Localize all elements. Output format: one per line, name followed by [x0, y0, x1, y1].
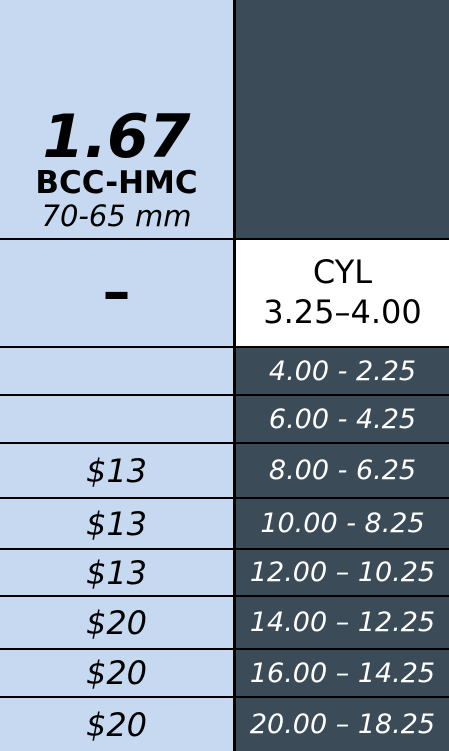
table-row-price: $20 — [0, 597, 236, 650]
table-row-range: 8.00 - 6.25 — [236, 444, 449, 499]
cyl-range: 3.25–4.00 — [263, 293, 422, 331]
lens-coating: BCC-HMC — [35, 165, 198, 201]
table-row-price: $20 — [0, 650, 236, 698]
table-row-range: 16.00 – 14.25 — [236, 650, 449, 698]
header-dark-cell — [236, 0, 449, 240]
lens-index: 1.67 — [42, 102, 191, 172]
sph-range: 14.00 – 12.25 — [249, 607, 436, 638]
lens-diameter: 70-65 mm — [41, 199, 192, 233]
table-row-price: $13 — [0, 499, 236, 550]
price-value: $20 — [85, 654, 148, 692]
price-value: $20 — [85, 705, 148, 744]
cyl-label: CYL — [312, 253, 373, 291]
table-row-range: 20.00 – 18.25 — [236, 698, 449, 751]
price-value: $20 — [85, 603, 148, 642]
table-row-range: 14.00 – 12.25 — [236, 597, 449, 650]
lens-header: 1.67 BCC-HMC 70-65 mm — [0, 0, 236, 240]
table-row-price: $20 — [0, 698, 236, 751]
minus-sign: – — [102, 260, 131, 325]
sph-range: 8.00 - 6.25 — [268, 455, 417, 486]
table-row-price — [0, 348, 236, 396]
price-value: $13 — [85, 451, 148, 490]
sph-range: 6.00 - 4.25 — [268, 403, 417, 435]
table-row-range: 6.00 - 4.25 — [236, 396, 449, 444]
sph-range: 4.00 - 2.25 — [268, 355, 417, 387]
table-row-price: $13 — [0, 550, 236, 597]
table-row-price: $13 — [0, 444, 236, 499]
sph-sign-cell: – — [0, 240, 236, 348]
table-row-range: 4.00 - 2.25 — [236, 348, 449, 396]
table-row-range: 10.00 - 8.25 — [236, 499, 449, 550]
table-row-price — [0, 396, 236, 444]
cyl-header-cell: CYL 3.25–4.00 — [236, 240, 449, 348]
sph-range: 10.00 - 8.25 — [260, 508, 425, 539]
sph-range: 12.00 – 10.25 — [249, 557, 436, 588]
table-row-range: 12.00 – 10.25 — [236, 550, 449, 597]
sph-range: 16.00 – 14.25 — [249, 657, 436, 689]
price-value: $13 — [85, 504, 148, 543]
sph-range: 20.00 – 18.25 — [249, 709, 436, 740]
price-value: $13 — [85, 553, 148, 592]
